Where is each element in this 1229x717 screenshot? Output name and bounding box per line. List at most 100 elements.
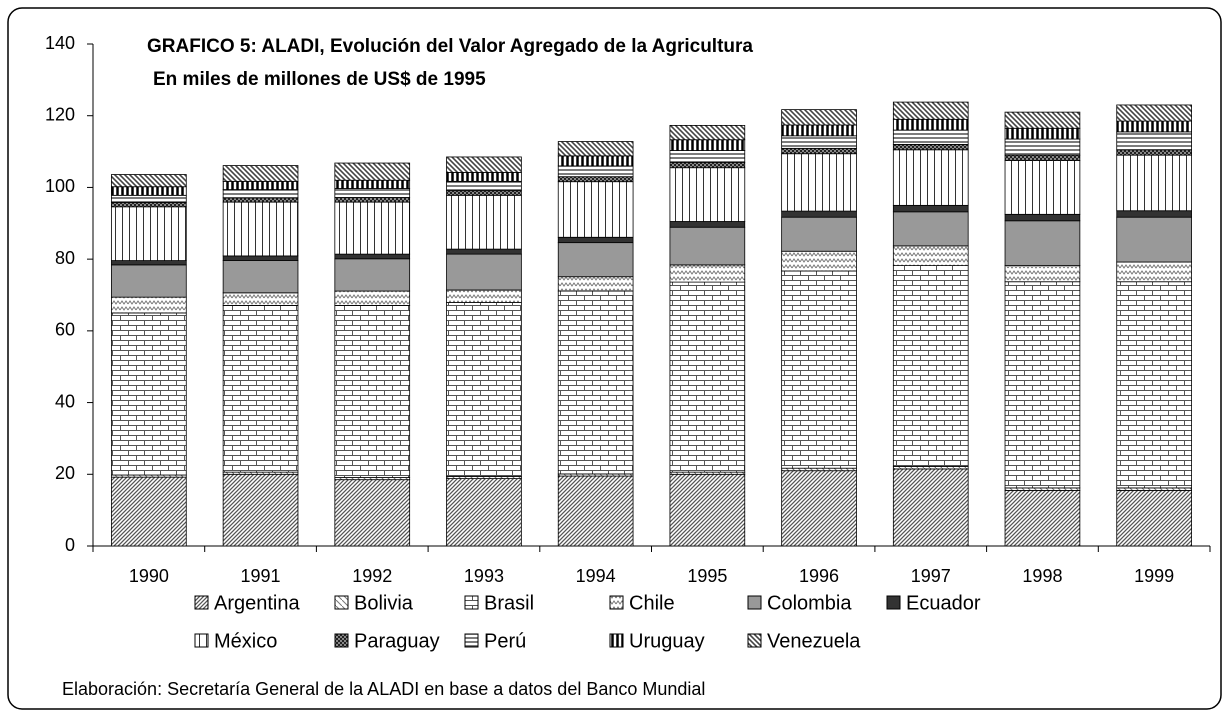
bar-segment (446, 156, 522, 173)
bar-segment (222, 180, 299, 190)
bar-segment (781, 210, 857, 218)
bar-segment (557, 290, 634, 475)
legend-label: Chile (629, 592, 675, 614)
legend-label: Ecuador (906, 592, 981, 614)
bar-segment (222, 304, 299, 473)
bar-segment (892, 118, 969, 131)
legend-label: Argentina (214, 592, 300, 614)
bar-segment (781, 250, 857, 272)
x-tick-label: 1992 (352, 566, 392, 586)
bar-segment (669, 264, 746, 283)
bar-segment (334, 253, 411, 260)
bar-segment (781, 470, 857, 547)
bar-segment (334, 304, 411, 478)
bar-segment (1004, 265, 1081, 283)
bar-segment (111, 202, 187, 208)
legend-label: Paraguay (354, 630, 440, 652)
bar-segment (1116, 216, 1192, 263)
bar-segment (1004, 111, 1081, 129)
bar-segment (334, 290, 411, 306)
bar-segment (557, 155, 634, 167)
bar-segment (892, 143, 969, 151)
x-tick-label: 1999 (1134, 566, 1174, 586)
x-tick-label: 1990 (129, 566, 169, 586)
bar-segment (781, 124, 857, 137)
bar-segment (446, 171, 522, 182)
bar-segment (669, 161, 746, 169)
bar-segment (557, 181, 634, 238)
bar-segment (446, 289, 522, 303)
bar-segment (892, 245, 969, 266)
bar-segment (1004, 490, 1081, 547)
bar-segment (669, 124, 746, 141)
bar-segment (334, 197, 411, 203)
bar-segment (111, 206, 187, 261)
bar-segment (669, 221, 746, 228)
legend-swatch (464, 595, 479, 610)
bar-segment (892, 211, 969, 247)
bar-segment (669, 150, 746, 163)
bar-segment (111, 312, 187, 476)
bar-segment (334, 479, 411, 547)
bar-segment (892, 265, 969, 467)
x-tick-label: 1995 (687, 566, 727, 586)
bar-segment (669, 226, 746, 266)
legend-swatch (609, 633, 624, 648)
bar-segment (892, 468, 969, 547)
bar-segment (1116, 149, 1192, 156)
legend-swatch (334, 595, 349, 610)
bar-segment (892, 204, 969, 213)
legend-label: Venezuela (767, 630, 861, 652)
bar-segment (669, 139, 746, 151)
bar-segment (446, 253, 522, 291)
bar-segment (222, 201, 299, 257)
bar-segment (222, 292, 299, 306)
bar-segment (446, 478, 522, 547)
x-tick-label: 1993 (464, 566, 504, 586)
bar-segment (669, 473, 746, 547)
y-tick-label: 40 (55, 391, 75, 411)
bar-segment (1116, 120, 1192, 133)
legend-label: Perú (484, 630, 526, 652)
bar-segment (557, 176, 634, 183)
legend-label: México (214, 630, 277, 652)
legend-label: Colombia (767, 592, 852, 614)
y-tick-label: 60 (55, 320, 75, 340)
x-tick-label: 1991 (241, 566, 281, 586)
bar-segment (1004, 154, 1081, 161)
bar-segment (111, 476, 187, 547)
bar-segment (446, 194, 522, 250)
bar-segment (1004, 281, 1081, 489)
bar-segment (781, 147, 857, 155)
bar-segment (222, 189, 299, 199)
bar-segment (892, 149, 969, 206)
bar-segment (111, 296, 187, 314)
legend-label: Uruguay (629, 630, 705, 652)
x-tick-label: 1996 (799, 566, 839, 586)
bar-segment (781, 135, 857, 149)
bar-segment (334, 188, 411, 198)
bar-segment (1116, 490, 1192, 547)
chart-title: GRAFICO 5: ALADI, Evolución del Valor Ag… (147, 36, 753, 57)
legend-swatch (886, 595, 901, 610)
legend-swatch (194, 595, 209, 610)
bar-segment (781, 153, 857, 212)
x-tick-label: 1998 (1022, 566, 1062, 586)
x-tick-label: 1997 (911, 566, 951, 586)
bar-segment (1004, 220, 1081, 266)
bar-segment (334, 258, 411, 292)
bar-segment (781, 109, 857, 126)
legend-swatch (464, 633, 479, 648)
bar-segment (557, 242, 634, 278)
bar-segment (1004, 127, 1081, 140)
bar-segment (222, 197, 299, 203)
bar-segment (1116, 261, 1192, 283)
bar-segment (222, 473, 299, 547)
bar-segment (111, 186, 187, 196)
bar-segment (669, 281, 746, 473)
bar-segment (1004, 213, 1081, 222)
y-tick-label: 20 (55, 463, 75, 483)
bar-segment (1116, 104, 1192, 122)
bar-segment (557, 236, 634, 244)
